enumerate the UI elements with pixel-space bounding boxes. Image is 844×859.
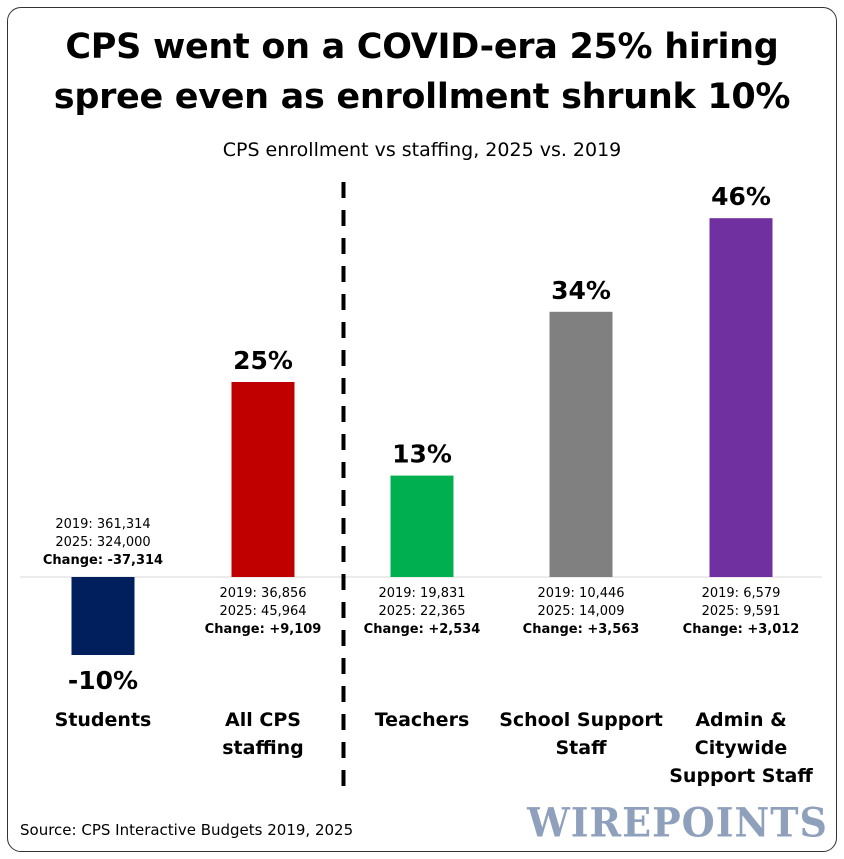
chart-title: CPS went on a COVID-era 25% hiring spree… bbox=[0, 22, 844, 122]
source-note: Source: CPS Interactive Budgets 2019, 20… bbox=[20, 821, 354, 839]
detail-label-3-2: 2025: 22,365 bbox=[378, 604, 465, 619]
category-label-1-1: Students bbox=[55, 709, 152, 731]
detail-label-1-2: 2025: 324,000 bbox=[55, 535, 150, 550]
category-label-5-1: Admin & bbox=[695, 709, 786, 731]
value-label-3: 13% bbox=[392, 440, 452, 469]
chart-frame bbox=[7, 7, 837, 852]
wirepoints-logo: WIREPOINTS bbox=[527, 798, 828, 847]
detail-label-2-2: 2025: 45,964 bbox=[219, 604, 306, 619]
detail-label-2-3: Change: +9,109 bbox=[205, 622, 322, 637]
category-label-2-1: All CPS bbox=[225, 709, 301, 731]
detail-label-1-1: 2019: 361,314 bbox=[55, 517, 150, 532]
detail-label-5-3: Change: +3,012 bbox=[683, 622, 800, 637]
detail-label-2-1: 2019: 36,856 bbox=[219, 586, 306, 601]
value-label-5: 46% bbox=[711, 182, 771, 211]
value-label-2: 25% bbox=[233, 346, 293, 375]
bar-5 bbox=[709, 218, 773, 577]
category-label-5-3: Support Staff bbox=[669, 765, 813, 787]
bar-3 bbox=[390, 475, 454, 577]
value-label-4: 34% bbox=[551, 276, 611, 305]
detail-label-3-1: 2019: 19,831 bbox=[378, 586, 465, 601]
bar-4 bbox=[549, 311, 613, 577]
category-label-3-1: Teachers bbox=[375, 709, 470, 731]
category-label-5-2: Citywide bbox=[695, 737, 787, 759]
category-label-4-2: Staff bbox=[556, 737, 608, 759]
chart-subtitle: CPS enrollment vs staffing, 2025 vs. 201… bbox=[222, 139, 622, 161]
bar-2 bbox=[231, 382, 295, 577]
detail-label-4-1: 2019: 10,446 bbox=[537, 586, 624, 601]
title-line-1: CPS went on a COVID-era 25% hiring bbox=[65, 27, 779, 67]
category-label-4-1: School Support bbox=[499, 709, 663, 731]
detail-label-4-2: 2025: 14,009 bbox=[537, 604, 624, 619]
category-label-2-2: staffing bbox=[222, 737, 304, 759]
detail-label-4-3: Change: +3,563 bbox=[523, 622, 640, 637]
detail-label-1-3: Change: -37,314 bbox=[43, 553, 163, 568]
detail-label-3-3: Change: +2,534 bbox=[364, 622, 481, 637]
title-line-2: spree even as enrollment shrunk 10% bbox=[53, 77, 791, 117]
detail-label-5-1: 2019: 6,579 bbox=[702, 586, 781, 601]
value-label-1: -10% bbox=[68, 666, 138, 695]
bar-1 bbox=[71, 577, 135, 655]
detail-label-5-2: 2025: 9,591 bbox=[702, 604, 781, 619]
